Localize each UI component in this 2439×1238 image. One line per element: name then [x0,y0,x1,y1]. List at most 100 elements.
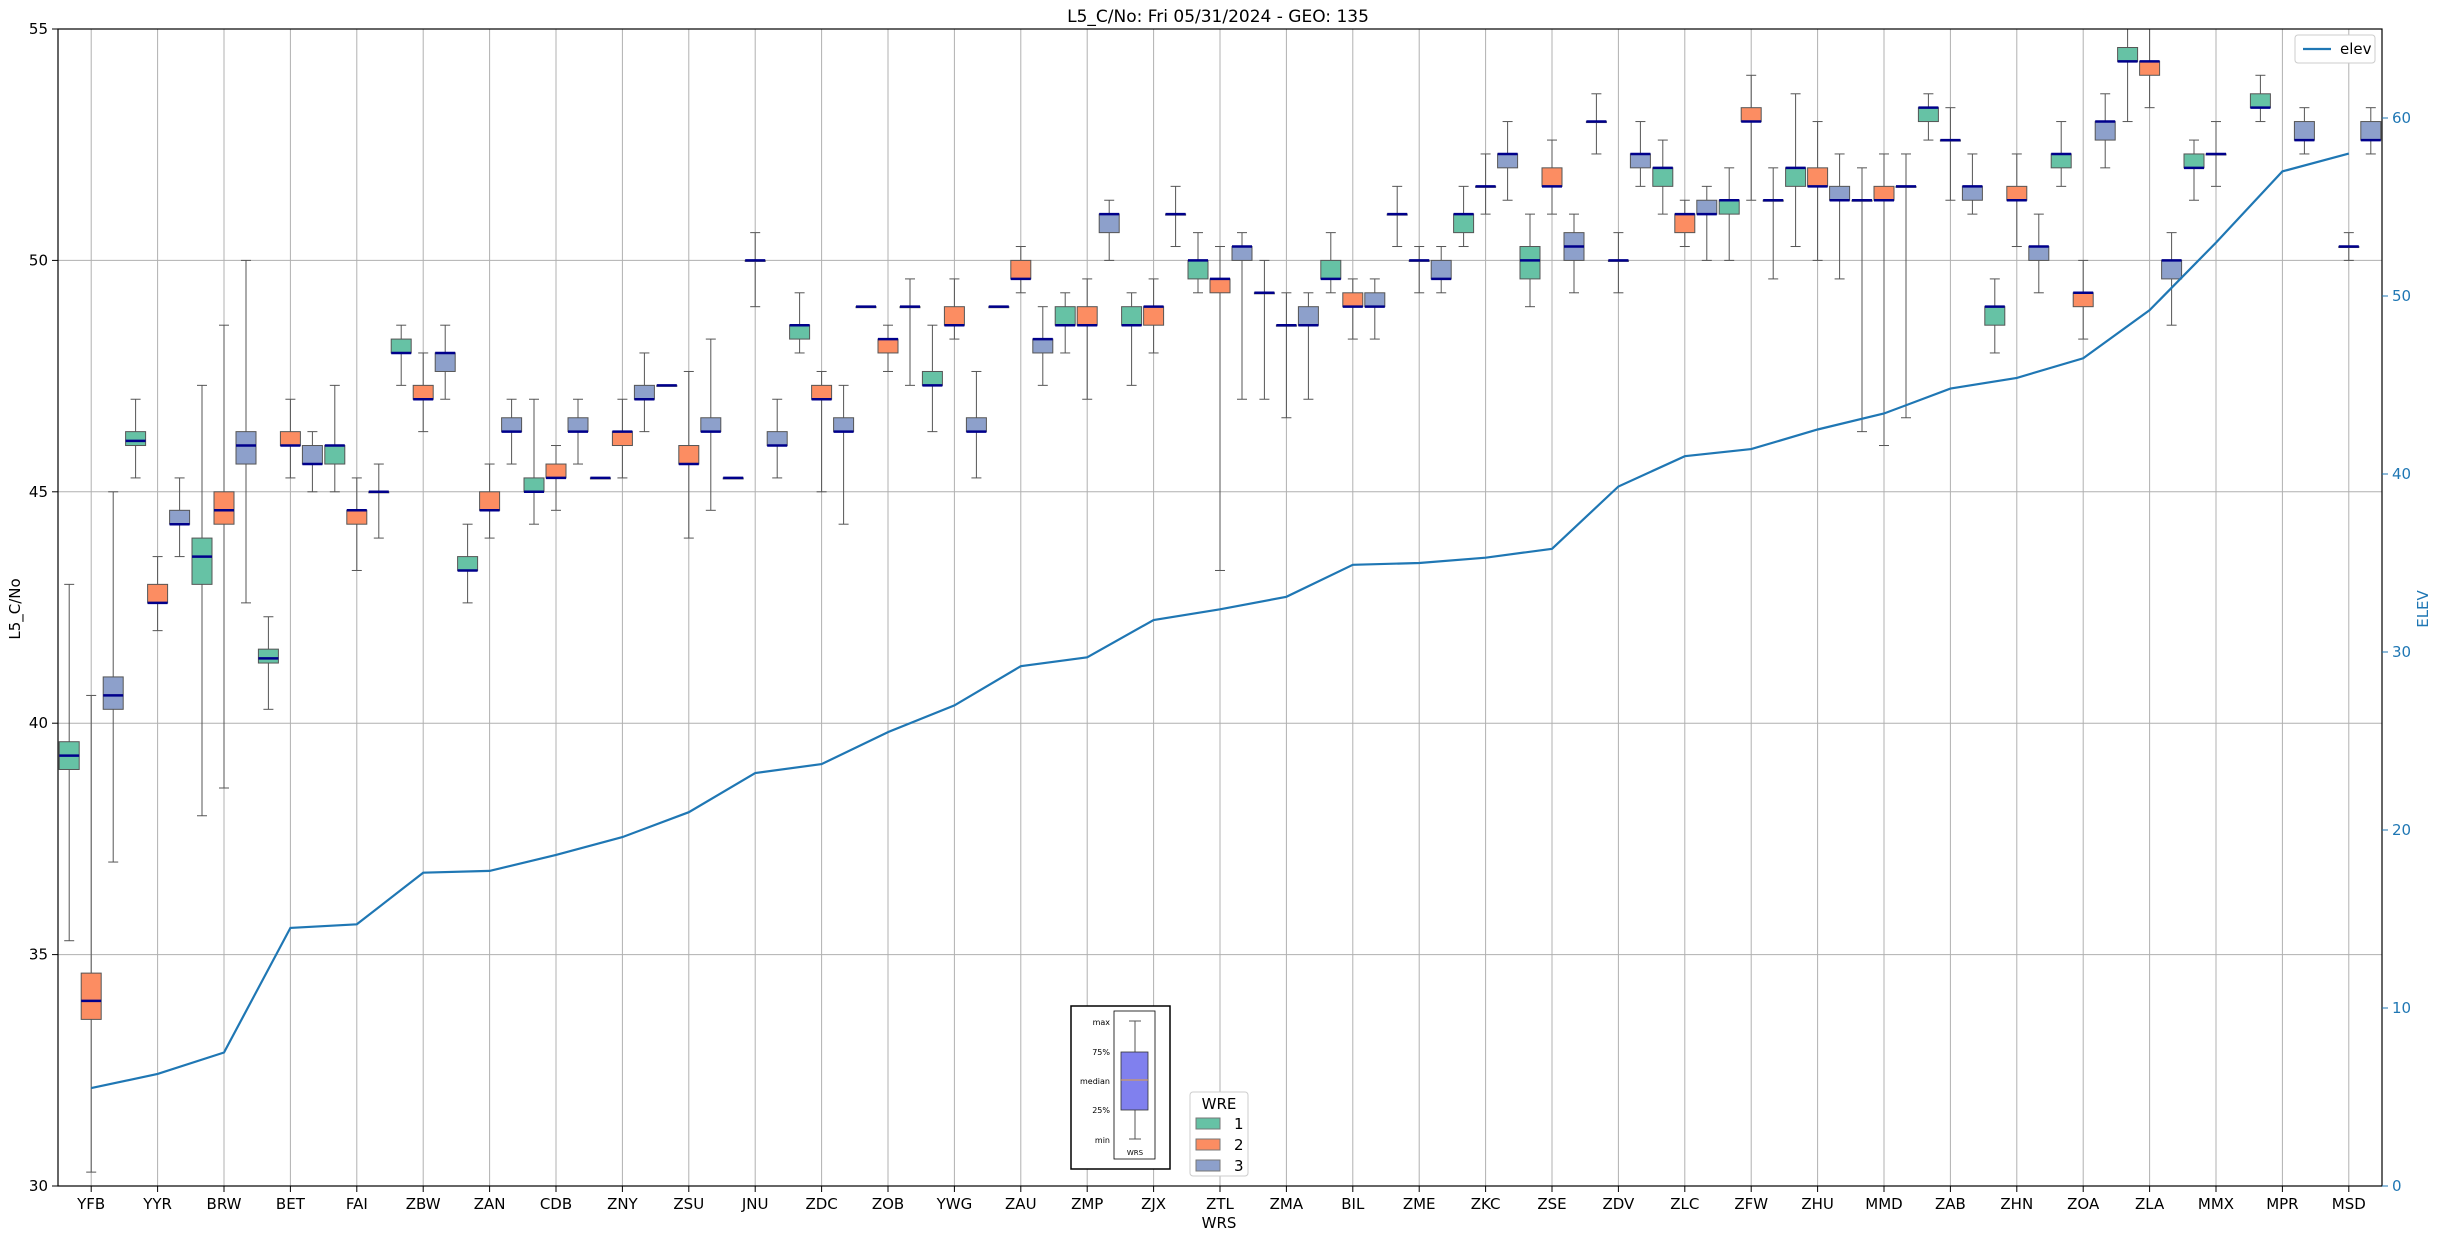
box-iqr [1032,338,1054,354]
box-wre1 [1585,93,1607,155]
elev-legend: elev [2294,34,2376,64]
x-tick-label: ZME [1403,1195,1436,1213]
box-wre2 [2006,153,2028,248]
box-wre1 [1187,232,1209,294]
x-tick-label: ZFW [1734,1195,1768,1213]
x-tick-label: MMD [1865,1195,1902,1213]
box-wre2 [412,352,434,433]
box-wre3 [1696,185,1718,261]
box-iqr [1541,167,1563,187]
wre-legend: WRE 1 2 3 [1189,1091,1249,1177]
box-wre1 [324,384,346,493]
box-iqr [611,431,633,447]
box-iqr [1098,213,1120,234]
x-tick-label: YWG [936,1195,973,1213]
box-iqr [301,445,323,465]
box-wre3 [1297,292,1319,400]
box-iqr [501,417,523,433]
box-wre1 [457,523,479,604]
box-iqr [1917,107,1939,123]
box-iqr [191,537,213,585]
y2-tick-label: 0 [2392,1177,2402,1195]
box-wre2 [279,398,301,479]
box-wre1 [789,292,811,354]
box-iqr [1984,306,2006,326]
box-iqr [235,431,257,465]
box-wre2 [1674,199,1696,248]
x-tick-label: ZSU [673,1195,704,1213]
box-iqr [789,324,811,340]
box-iqr [2072,292,2094,308]
box-wre2 [1740,74,1762,201]
box-key-inset: max 75% median 25% min WRS [1070,1005,1171,1170]
chart-title: L5_C/No: Fri 05/31/2024 - GEO: 135 [1067,7,1369,27]
legend-elev-label: elev [2340,40,2372,58]
box-iqr [2293,121,2315,141]
y-tick-label: 30 [29,1177,48,1195]
box-iqr [1076,306,1098,326]
x-tick-label: ZNY [607,1195,638,1213]
box-wre2 [744,232,766,308]
x-tick-label: ZMP [1071,1195,1103,1213]
box-iqr [125,431,147,447]
box-iqr [700,417,722,433]
wre-legend-swatch-3 [1195,1159,1221,1172]
box-iqr [2006,185,2028,201]
box-iqr [1320,259,1342,280]
box-iqr [2161,259,2183,280]
box-iqr [1873,185,1895,201]
box-wre2 [147,556,169,632]
wre-legend-label-2: 2 [1234,1136,1244,1154]
box-iqr [147,583,169,604]
wre-legend-label-1: 1 [1234,1115,1244,1133]
box-wre3 [633,352,655,433]
box-iqr [1231,246,1253,261]
box-iqr [1364,292,1386,308]
box-wre3 [2293,107,2315,155]
box-iqr [390,338,412,354]
box-iqr [943,306,965,326]
box-wre1 [257,616,279,710]
y2-tick-label: 50 [2392,287,2411,305]
box-iqr [434,352,456,372]
box-wre3 [1430,246,1452,294]
box-wre2 [1010,246,1032,294]
x-tick-label: MPR [2266,1195,2298,1213]
box-iqr [1674,213,1696,234]
box-wre1 [58,583,80,942]
box-wre2 [877,324,899,372]
box-wre3 [235,259,257,604]
box-wre2 [1939,107,1961,201]
box-iqr [2183,153,2205,169]
wre-legend-title: WRE [1202,1095,1237,1113]
box-iqr [921,370,943,386]
box-wre3 [1231,232,1253,400]
box-iqr [2249,93,2271,109]
x-tick-label: ZLA [2135,1195,2165,1213]
box-iqr [1453,213,1475,234]
box-wre2 [1408,246,1430,294]
box-wre1 [1718,167,1740,261]
box-wre3 [434,324,456,400]
y2-tick-label: 40 [2392,465,2411,483]
x-tick-label: MSD [2332,1195,2366,1213]
y-tick-label: 40 [29,714,48,732]
x-tick-label: ZBW [406,1195,441,1213]
box-wre1 [1984,278,2006,354]
box-wre1 [656,384,678,387]
box-iqr [1718,199,1740,215]
key-label: median [1080,1077,1110,1086]
x-tick-label: MMX [2198,1195,2234,1213]
x-tick-label: ZAB [1935,1195,1966,1213]
box-iqr [1519,246,1541,280]
y2-tick-label: 30 [2392,643,2411,661]
box-iqr [877,338,899,354]
key-label: min [1095,1136,1110,1145]
box-wre2 [1873,153,1895,447]
box-iqr [1297,306,1319,326]
box-wre3 [1629,121,1651,187]
box-iqr [346,509,368,525]
x-tick-label: CDB [540,1195,572,1213]
x-tick-label: ZOB [872,1195,904,1213]
